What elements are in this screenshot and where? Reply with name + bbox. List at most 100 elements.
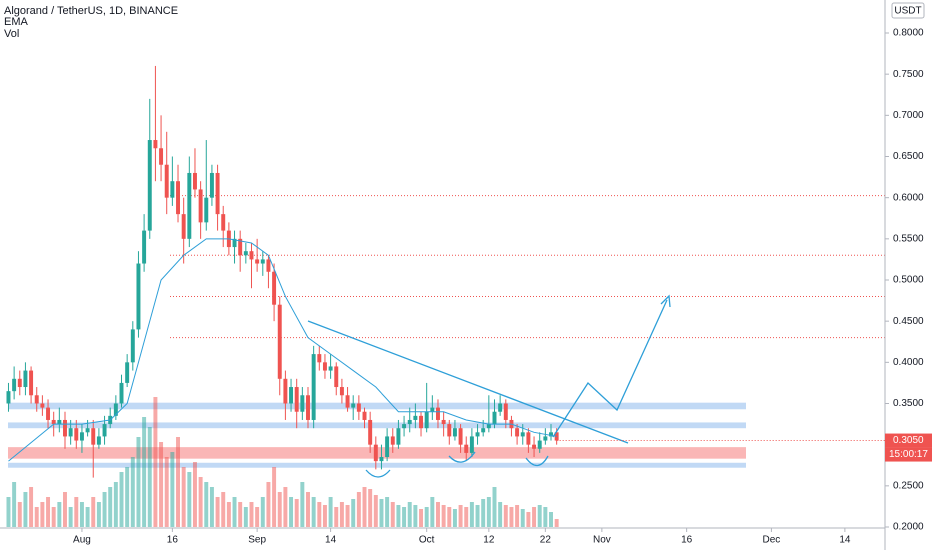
volume-bar — [317, 502, 322, 527]
volume-bar — [272, 467, 277, 527]
volume-bar — [396, 505, 401, 527]
volume-bar — [424, 507, 429, 527]
y-tick-label: 0.8000 — [893, 28, 924, 39]
candle-body — [289, 387, 294, 404]
candle-body — [475, 432, 480, 437]
volume-bar — [498, 502, 503, 527]
candle-body — [232, 238, 237, 248]
volume-bar — [537, 505, 542, 527]
volume-bar — [486, 497, 491, 527]
x-tick-label: 14 — [839, 535, 851, 546]
candle-body — [373, 444, 378, 462]
currency-label: USDT — [894, 6, 921, 17]
smile — [525, 455, 549, 467]
candle-body — [153, 140, 158, 149]
candle-body — [543, 436, 548, 441]
candle-body — [413, 415, 418, 420]
candle-body — [113, 403, 118, 416]
volume-bar — [373, 495, 378, 527]
candle-body — [221, 214, 226, 231]
candle-body — [419, 415, 424, 429]
countdown-label: 15:00:17 — [889, 449, 928, 460]
volume-bar — [543, 507, 548, 527]
volume-bar — [549, 512, 553, 527]
candle-body — [192, 172, 197, 190]
volume-bar — [63, 492, 67, 527]
volume-bar — [6, 497, 11, 527]
currency-box[interactable] — [891, 2, 925, 19]
candle-body — [204, 197, 209, 223]
volume-bar — [441, 505, 446, 527]
x-tick-label: 16 — [167, 535, 179, 546]
volume-bar — [351, 499, 356, 527]
candle-body — [390, 436, 395, 445]
y-tick-label: 0.4000 — [893, 357, 924, 368]
last-price-box — [885, 433, 932, 448]
volume-bar — [40, 502, 45, 527]
candle-body — [351, 403, 356, 408]
candle-body — [537, 440, 542, 449]
x-tick-label: 12 — [483, 535, 495, 546]
volume-bar — [17, 502, 22, 527]
candle-body — [130, 329, 135, 363]
candle-body — [23, 370, 28, 388]
candle-body — [385, 436, 390, 458]
volume-bar — [436, 502, 440, 527]
volume-bar — [452, 509, 457, 527]
volume-bar — [356, 492, 361, 527]
volume-bar — [475, 505, 480, 527]
volume-bar — [289, 497, 294, 527]
volume-bar — [249, 502, 254, 527]
x-tick-label: Aug — [73, 535, 91, 546]
volume-bar — [204, 482, 209, 527]
candle-body — [407, 419, 412, 425]
candle-body — [142, 230, 147, 264]
volume-bar — [469, 502, 474, 527]
candle-body — [29, 370, 34, 396]
candle-body — [283, 378, 288, 404]
volume-bar — [147, 427, 152, 527]
volume-bar — [192, 462, 197, 527]
ema-line — [8, 238, 557, 462]
volume-bar — [176, 437, 180, 527]
candle-body — [317, 354, 322, 363]
y-tick-label: 0.6000 — [893, 192, 924, 203]
x-tick-label: Oct — [419, 535, 435, 546]
support-zone — [8, 462, 746, 468]
y-tick-label: 0.4500 — [893, 316, 924, 327]
candle-body — [159, 148, 164, 165]
volume-bar — [119, 472, 124, 527]
volume-bar — [153, 397, 158, 527]
candle-body — [345, 395, 350, 408]
indicator-label: Vol — [4, 28, 19, 40]
volume-bar — [181, 467, 186, 527]
volume-bar — [515, 505, 520, 527]
y-tick-label: 0.5000 — [893, 275, 924, 286]
volume-bar — [458, 505, 463, 527]
volume-bar — [136, 437, 141, 527]
volume-bar — [198, 477, 203, 527]
y-tick-label: 0.6500 — [893, 151, 924, 162]
volume-bar — [226, 502, 231, 527]
volume-bar — [215, 497, 220, 527]
candle-body — [176, 181, 180, 215]
candle-body — [46, 407, 51, 420]
volume-bar — [170, 452, 175, 527]
candle-body — [532, 444, 537, 449]
y-tick-label: 0.7500 — [893, 69, 924, 80]
volume-bar — [464, 507, 469, 527]
volume-bar — [277, 492, 282, 527]
volume-bar — [57, 502, 62, 527]
volume-bar — [74, 497, 79, 527]
candle-body — [170, 181, 175, 198]
candle-body — [164, 164, 169, 198]
volume-bar — [447, 507, 452, 527]
y-tick-label: 0.2000 — [893, 522, 924, 533]
candle-body — [12, 378, 17, 392]
volume-bar — [481, 499, 486, 527]
candle-body — [272, 271, 277, 305]
candle-body — [430, 407, 435, 412]
volume-bar — [23, 492, 28, 527]
candle-body — [306, 395, 310, 420]
